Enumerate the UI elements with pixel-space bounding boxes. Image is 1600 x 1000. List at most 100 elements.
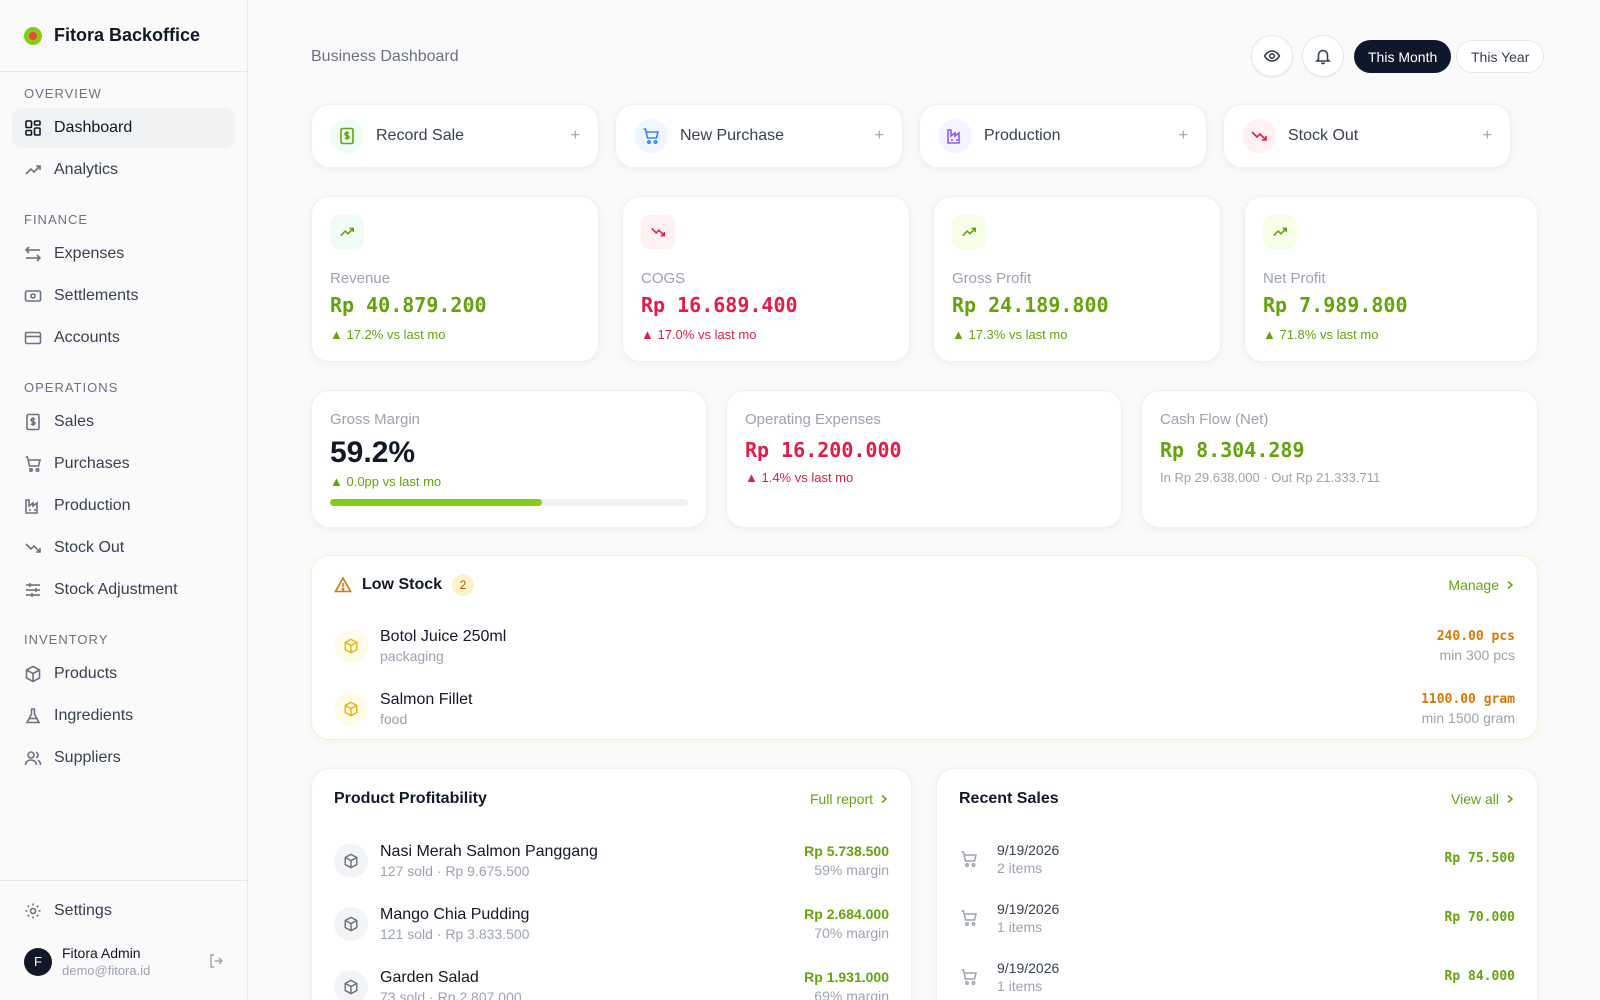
box-icon bbox=[334, 628, 368, 663]
kpi-change: ▲ 71.8% vs last mo bbox=[1263, 327, 1379, 342]
sale-date: 9/19/2026 bbox=[997, 841, 1060, 858]
profitability-title: Product Profitability bbox=[334, 790, 487, 807]
sidebar-item-products[interactable]: Products bbox=[12, 654, 235, 694]
sliders-icon bbox=[24, 581, 42, 599]
sidebar-item-analytics[interactable]: Analytics bbox=[12, 150, 235, 190]
sale-amount: Rp 70.000 bbox=[1444, 910, 1515, 925]
sale-row[interactable]: 9/19/2026 1 items Rp 84.000 bbox=[937, 947, 1537, 1000]
sidebar-item-label: Sales bbox=[54, 413, 95, 430]
kpi-label: Revenue bbox=[330, 270, 391, 287]
logout-icon[interactable] bbox=[208, 953, 224, 969]
sidebar-item-label: Settings bbox=[54, 902, 112, 919]
quick-action-stock-out[interactable]: Stock Out + bbox=[1223, 104, 1511, 168]
factory-icon bbox=[938, 119, 972, 153]
sidebar-item-accounts[interactable]: Accounts bbox=[12, 318, 235, 358]
kpi-value: Rp 24.189.800 bbox=[952, 293, 1109, 317]
profitability-row[interactable]: Garden Salad 73 sold · Rp 2.807.000 Rp 1… bbox=[312, 955, 911, 1000]
product-profit: Rp 1.931.000 bbox=[804, 969, 889, 985]
sidebar-item-sales[interactable]: Sales bbox=[12, 402, 235, 442]
sidebar-item-label: Analytics bbox=[54, 161, 119, 178]
quick-action-label: Record Sale bbox=[376, 127, 465, 144]
brand-name: Fitora Backoffice bbox=[54, 25, 201, 45]
sidebar-item-stock-out[interactable]: Stock Out bbox=[12, 528, 235, 568]
cart-icon bbox=[959, 967, 979, 987]
profitability-row[interactable]: Nasi Merah Salmon Panggang 127 sold · Rp… bbox=[312, 829, 911, 892]
sidebar-item-stock-adjustment[interactable]: Stock Adjustment bbox=[12, 570, 235, 610]
sale-date: 9/19/2026 bbox=[997, 959, 1060, 976]
operating-expenses-card: Operating Expenses Rp 16.200.000 ▲ 1.4% … bbox=[726, 390, 1122, 528]
item-name: Botol Juice 250ml bbox=[380, 627, 507, 645]
operating-expenses-change: ▲ 1.4% vs last mo bbox=[745, 470, 854, 485]
sidebar-item-expenses[interactable]: Expenses bbox=[12, 234, 235, 274]
low-stock-header: Low Stock 2 Manage bbox=[312, 556, 1537, 614]
low-stock-item[interactable]: Botol Juice 250ml packaging 240.00 pcs m… bbox=[312, 614, 1537, 677]
profitability-row[interactable]: Mango Chia Pudding 121 sold · Rp 3.833.5… bbox=[312, 892, 911, 955]
brand[interactable]: Fitora Backoffice bbox=[0, 0, 247, 72]
gear-icon bbox=[24, 902, 42, 920]
factory-icon bbox=[24, 497, 42, 515]
receipt-icon bbox=[24, 413, 42, 431]
sidebar-item-purchases[interactable]: Purchases bbox=[12, 444, 235, 484]
sidebar-item-label: Production bbox=[54, 497, 131, 514]
sidebar-item-settings[interactable]: Settings bbox=[12, 891, 236, 931]
gross-margin-label: Gross Margin bbox=[330, 411, 421, 428]
sidebar-item-label: Accounts bbox=[54, 329, 120, 346]
quick-action-record-sale[interactable]: Record Sale + bbox=[311, 104, 599, 168]
full-report-link[interactable]: Full report bbox=[810, 791, 889, 807]
cart-icon bbox=[959, 849, 979, 869]
sidebar-item-settlements[interactable]: Settlements bbox=[12, 276, 235, 316]
kpi-change: ▲ 17.0% vs last mo bbox=[641, 327, 757, 342]
period-this-year-button[interactable]: This Year bbox=[1456, 40, 1545, 73]
sidebar-item-ingredients[interactable]: Ingredients bbox=[12, 696, 235, 736]
item-category: food bbox=[380, 710, 408, 727]
user-name: Fitora Admin bbox=[62, 945, 141, 961]
plus-icon: + bbox=[570, 127, 580, 144]
sale-row[interactable]: 9/19/2026 2 items Rp 75.500 bbox=[937, 829, 1537, 888]
manage-link[interactable]: Manage bbox=[1448, 577, 1515, 593]
visibility-toggle-button[interactable] bbox=[1251, 35, 1293, 77]
sale-amount: Rp 84.000 bbox=[1444, 969, 1515, 984]
gross-margin-card: Gross Margin 59.2% ▲ 0.0pp vs last mo bbox=[311, 390, 707, 528]
quick-action-new-purchase[interactable]: New Purchase + bbox=[615, 104, 903, 168]
quick-action-label: New Purchase bbox=[680, 127, 785, 144]
item-qty: 1100.00 gram bbox=[1421, 691, 1515, 707]
sidebar-item-label: Stock Out bbox=[54, 539, 125, 556]
box-icon bbox=[334, 843, 368, 878]
cash-flow-detail: In Rp 29.638.000 · Out Rp 21.333.711 bbox=[1160, 470, 1381, 485]
sidebar-item-suppliers[interactable]: Suppliers bbox=[12, 738, 235, 778]
quick-action-label: Production bbox=[984, 127, 1061, 144]
sidebar-item-dashboard[interactable]: Dashboard bbox=[12, 108, 235, 148]
sidebar-item-label: Dashboard bbox=[54, 119, 133, 136]
kpi-value: Rp 16.689.400 bbox=[641, 293, 798, 317]
sale-items: 2 items bbox=[997, 859, 1043, 876]
sale-row[interactable]: 9/19/2026 1 items Rp 70.000 bbox=[937, 888, 1537, 947]
product-name: Mango Chia Pudding bbox=[380, 905, 530, 923]
user-profile[interactable]: F Fitora Admin demo@fitora.id bbox=[0, 945, 248, 978]
kpi-change: ▲ 17.2% vs last mo bbox=[330, 327, 446, 342]
box-icon bbox=[334, 969, 368, 1000]
product-margin: 69% margin bbox=[814, 988, 889, 1000]
period-this-month-button[interactable]: This Month bbox=[1354, 40, 1452, 73]
trend-down-icon bbox=[1242, 119, 1276, 153]
quick-action-label: Stock Out bbox=[1288, 127, 1359, 144]
section-title-operations: OPERATIONS bbox=[24, 380, 119, 395]
product-meta: 73 sold · Rp 2.807.000 bbox=[380, 988, 522, 1000]
notifications-button[interactable] bbox=[1302, 35, 1344, 77]
sidebar-item-label: Purchases bbox=[54, 455, 130, 472]
gross-margin-progress-fill bbox=[330, 499, 542, 506]
kpi-net-profit: Net Profit Rp 7.989.800 ▲ 71.8% vs last … bbox=[1244, 196, 1538, 362]
plus-icon: + bbox=[874, 127, 884, 144]
sidebar-item-production[interactable]: Production bbox=[12, 486, 235, 526]
receipt-icon bbox=[330, 119, 364, 153]
manage-link-label: Manage bbox=[1448, 577, 1499, 593]
quick-action-production[interactable]: Production + bbox=[919, 104, 1207, 168]
view-all-link[interactable]: View all bbox=[1451, 791, 1515, 807]
sale-date: 9/19/2026 bbox=[997, 900, 1060, 917]
recent-sales-header: Recent Sales View all bbox=[937, 769, 1537, 829]
trend-up-icon bbox=[952, 215, 986, 249]
chevron-right-icon bbox=[879, 794, 889, 804]
banknote-icon bbox=[24, 287, 42, 305]
cash-flow-value: Rp 8.304.289 bbox=[1160, 438, 1305, 462]
low-stock-item[interactable]: Salmon Fillet food 1100.00 gram min 1500… bbox=[312, 677, 1537, 740]
eye-icon bbox=[1263, 47, 1281, 65]
